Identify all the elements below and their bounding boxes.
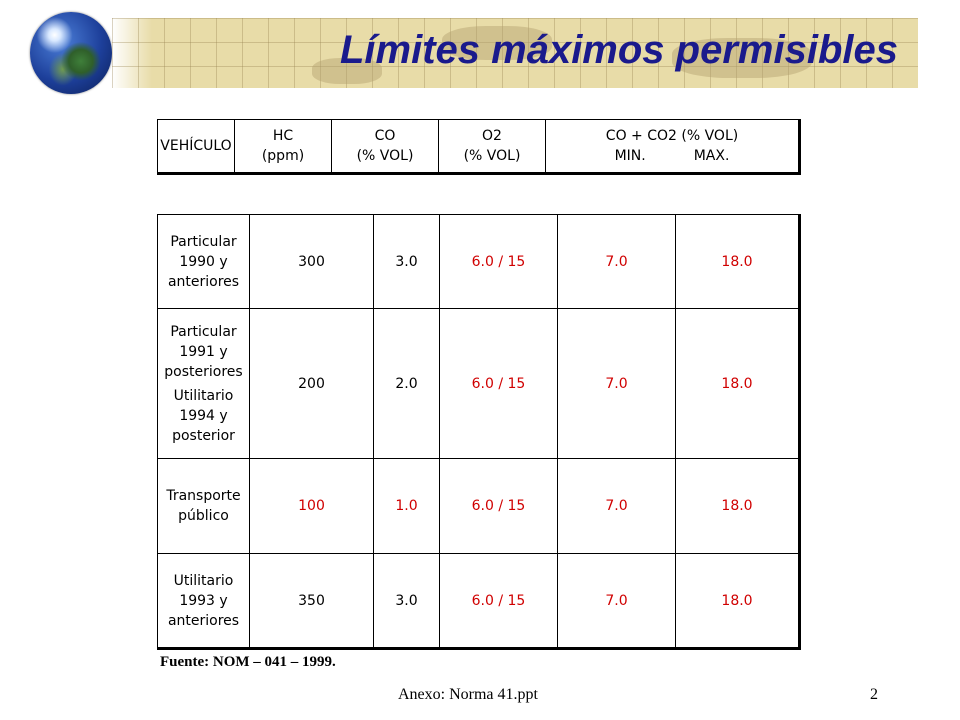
hc-cell: 200 — [249, 308, 374, 459]
vehicle-cell: Transporte público — [157, 458, 250, 554]
table-row: Utilitario 1993 y anteriores 350 3.0 6.0 /… — [157, 553, 800, 649]
co-cell: 1.0 — [373, 458, 440, 554]
max-cell: 18.0 — [675, 308, 800, 459]
header-o2: O2 (% VOL) — [438, 119, 546, 174]
vehicle-cell: Utilitario 1993 y anteriores — [157, 553, 250, 649]
title-banner — [112, 18, 918, 88]
hc-cell: 350 — [249, 553, 374, 649]
max-cell: 18.0 — [675, 458, 800, 554]
vehicle-cell: Particular 1991 y posteriores Utilitario 199… — [157, 308, 250, 459]
table-row: Transporte público 100 1.0 6.0 / 15 7.0 1… — [157, 458, 800, 554]
limits-table: Particular 1990 y anteriores 300 3.0 6.0 /… — [157, 214, 801, 650]
slide-title: Límites máximos permisibles — [339, 28, 898, 72]
o2-cell: 6.0 / 15 — [439, 214, 558, 309]
hc-cell: 300 — [249, 214, 374, 309]
header-min: MIN. — [614, 148, 646, 164]
o2-cell: 6.0 / 15 — [439, 308, 558, 459]
vehicle-cell: Particular 1990 y anteriores — [157, 214, 250, 309]
header-row: VEHÍCULO HC (ppm) CO (% VOL) O2 (% VOL) CO … — [157, 119, 800, 174]
min-cell: 7.0 — [557, 214, 676, 309]
o2-cell: 6.0 / 15 — [439, 458, 558, 554]
max-cell: 18.0 — [675, 214, 800, 309]
co-cell: 3.0 — [373, 553, 440, 649]
source-note: Fuente: NOM – 041 – 1999. — [160, 654, 336, 670]
file-name: Anexo: Norma 41.ppt — [398, 686, 538, 703]
table-row: Particular 1990 y anteriores 300 3.0 6.0 /… — [157, 214, 800, 309]
min-cell: 7.0 — [557, 308, 676, 459]
header-max: MAX. — [693, 148, 730, 164]
header-table: VEHÍCULO HC (ppm) CO (% VOL) O2 (% VOL) CO … — [157, 119, 801, 175]
globe-icon — [30, 12, 112, 94]
min-cell: 7.0 — [557, 553, 676, 649]
co-cell: 2.0 — [373, 308, 440, 459]
max-cell: 18.0 — [675, 553, 800, 649]
header-hc: HC (ppm) — [234, 119, 332, 174]
co-cell: 3.0 — [373, 214, 440, 309]
hc-cell: 100 — [249, 458, 374, 554]
header-vehiculo: VEHÍCULO — [157, 119, 235, 174]
min-cell: 7.0 — [557, 458, 676, 554]
header-co-co2: CO + CO2 (% VOL) MIN. MAX. — [545, 119, 800, 174]
header-co: CO (% VOL) — [331, 119, 439, 174]
page-number: 2 — [870, 686, 878, 703]
table-row: Particular 1991 y posteriores Utilitario 199… — [157, 308, 800, 459]
o2-cell: 6.0 / 15 — [439, 553, 558, 649]
